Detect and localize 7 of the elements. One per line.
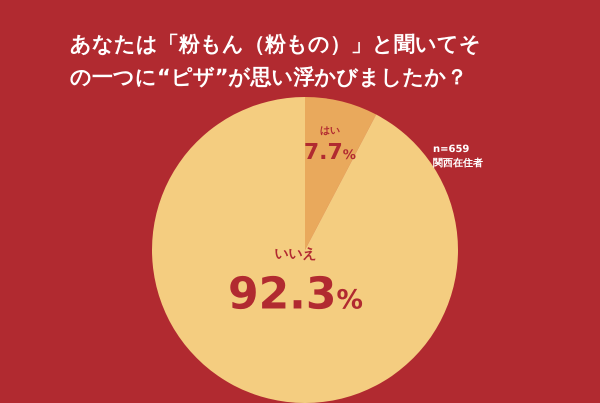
- chart-title: あなたは「粉もん（粉もの）」と聞いてその一つに“ピザ”が思い浮かびましたか？: [70, 31, 481, 91]
- data-label: 7.7%: [304, 140, 356, 165]
- text: n=659: [433, 143, 470, 157]
- text: 関西在住者: [433, 157, 483, 171]
- slice-label: いいえ: [274, 246, 316, 262]
- slice-label: はい: [320, 126, 340, 137]
- data-label: 92.3%: [228, 268, 363, 320]
